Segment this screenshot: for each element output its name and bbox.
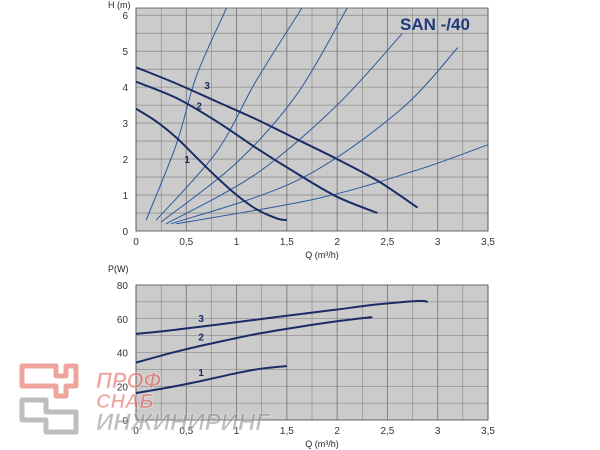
x-tick-label: 3,5 [481,237,495,248]
watermark-line-2: СНАБ [96,391,154,413]
chart-title: SAN -/40 [400,15,470,34]
x-tick-label: 3 [435,426,441,437]
watermark-line-1: ПРОФ [96,368,162,393]
x-tick-label: 2,5 [380,237,394,248]
x-tick-label: 0,5 [179,426,193,437]
y-tick-label: 40 [117,349,129,360]
plot-border [135,7,489,232]
plot-border [135,284,489,421]
system-curve [145,7,227,221]
x-tick-label: 1,5 [280,237,294,248]
series-label-3: 3 [204,81,210,92]
y-tick-label: 5 [122,47,128,58]
series-line-2 [135,316,373,364]
system-curve [171,47,459,225]
x-tick-label: 1 [234,237,240,248]
x-axis-title: Q (m³/h) [305,250,339,260]
x-tick-label: 0 [133,426,139,437]
series-label-3: 3 [198,314,204,325]
series-label-2: 2 [196,101,202,112]
x-tick-label: 2,5 [380,426,394,437]
x-tick-label: 1,5 [280,426,294,437]
watermark-logo-icon [19,363,79,435]
system-curve [155,7,303,221]
y-tick-label: 60 [117,315,129,326]
y-tick-label: 1 [122,191,128,202]
y-tick-label: 0 [122,416,128,427]
x-tick-label: 3 [435,237,441,248]
series-line-3 [135,66,419,209]
x-tick-label: 2 [334,426,340,437]
y-tick-label: 6 [122,11,128,22]
y-tick-label: 0 [122,227,128,238]
x-tick-label: 3,5 [481,426,495,437]
series-label-1: 1 [198,368,204,379]
series-line-2 [135,80,378,214]
series-line-3 [135,299,428,335]
y-axis-title: P(W) [108,264,129,274]
x-tick-label: 0 [133,237,139,248]
y-tick-label: 80 [117,281,129,292]
y-tick-label: 20 [117,382,129,393]
series-label-1: 1 [184,155,190,166]
power-flow-chart: 0 0,5 1 1,5 2 2,5 3 3,5 0 20 40 60 80 Q (m³/h) P(W) 1 2 3 [108,264,495,449]
watermark-line-3: ИНЖИНИРИНГ [96,409,271,436]
y-tick-label: 2 [122,155,128,166]
watermark: ПРОФ СНАБ ИНЖИНИРИНГ [19,363,272,436]
system-curve [176,144,489,225]
x-tick-label: 0,5 [179,237,193,248]
y-tick-label: 4 [122,83,128,94]
series-label-2: 2 [198,333,204,344]
series-line-1 [135,107,288,222]
y-axis-title: H (m) [108,0,131,10]
x-tick-label: 1 [234,426,240,437]
series-line-1 [135,365,288,394]
y-tick-label: 3 [122,119,128,130]
system-curve [165,32,403,225]
x-tick-label: 2 [334,237,340,248]
x-axis-title: Q (m³/h) [305,439,339,449]
